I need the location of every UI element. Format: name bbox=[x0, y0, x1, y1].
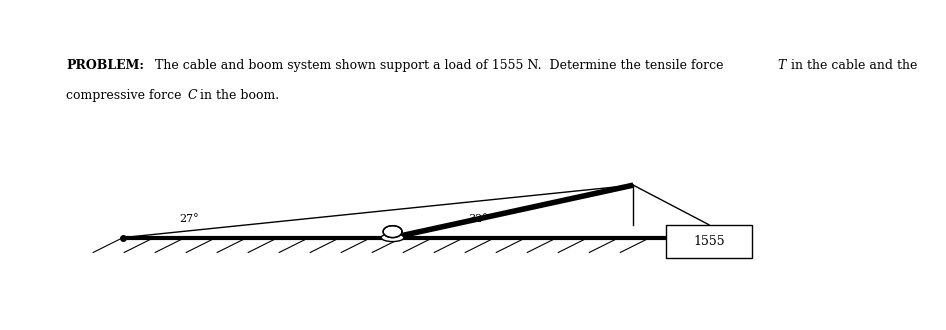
FancyBboxPatch shape bbox=[666, 225, 751, 258]
Text: 1555: 1555 bbox=[693, 235, 725, 248]
Polygon shape bbox=[383, 226, 402, 238]
Text: compressive force: compressive force bbox=[66, 89, 185, 102]
Text: PROBLEM:: PROBLEM: bbox=[66, 59, 144, 72]
Text: in the boom.: in the boom. bbox=[196, 89, 279, 102]
Text: T: T bbox=[778, 59, 786, 72]
Text: C: C bbox=[187, 89, 197, 102]
Circle shape bbox=[381, 234, 404, 242]
Text: in the cable and the: in the cable and the bbox=[787, 59, 918, 72]
Text: 27°: 27° bbox=[180, 214, 199, 224]
Text: 32°: 32° bbox=[468, 214, 487, 224]
Text: The cable and boom system shown support a load of 1555 N.  Determine the tensile: The cable and boom system shown support … bbox=[147, 59, 727, 72]
